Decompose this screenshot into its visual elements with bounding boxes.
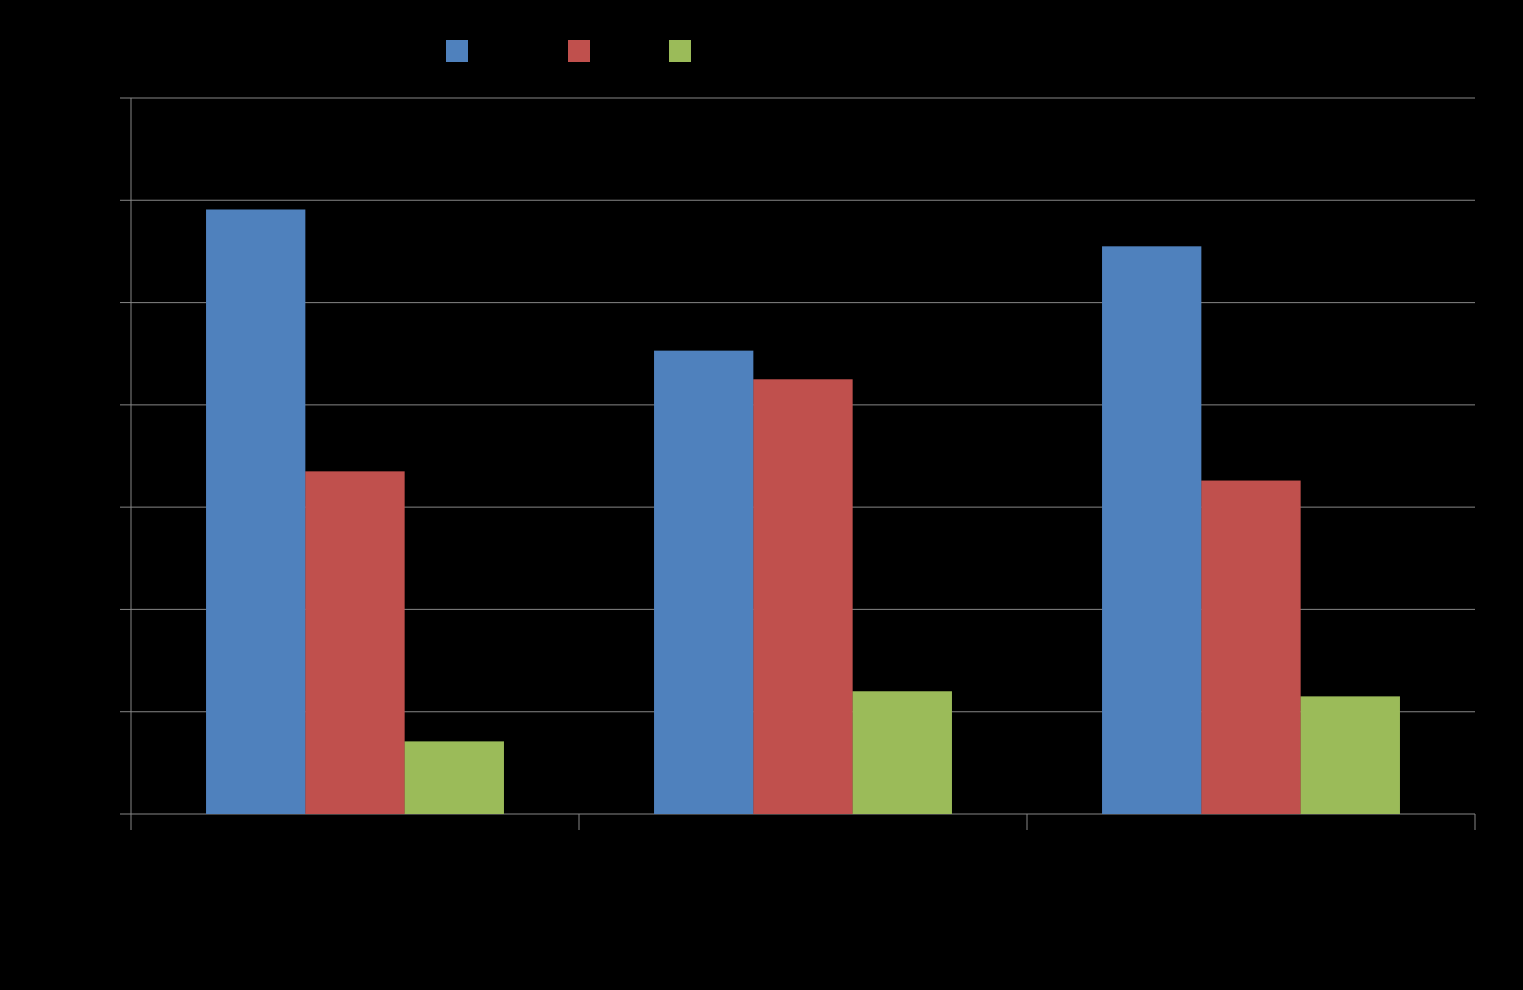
bar xyxy=(852,691,952,814)
bar xyxy=(305,471,405,814)
legend-swatch xyxy=(669,40,691,62)
bar xyxy=(404,741,504,814)
bar xyxy=(654,350,754,814)
legend-swatch xyxy=(568,40,590,62)
bar xyxy=(1300,696,1400,814)
legend-swatch xyxy=(446,40,468,62)
bar xyxy=(1102,246,1202,815)
bar xyxy=(753,379,853,814)
bar xyxy=(206,209,306,814)
bar xyxy=(1201,480,1301,814)
